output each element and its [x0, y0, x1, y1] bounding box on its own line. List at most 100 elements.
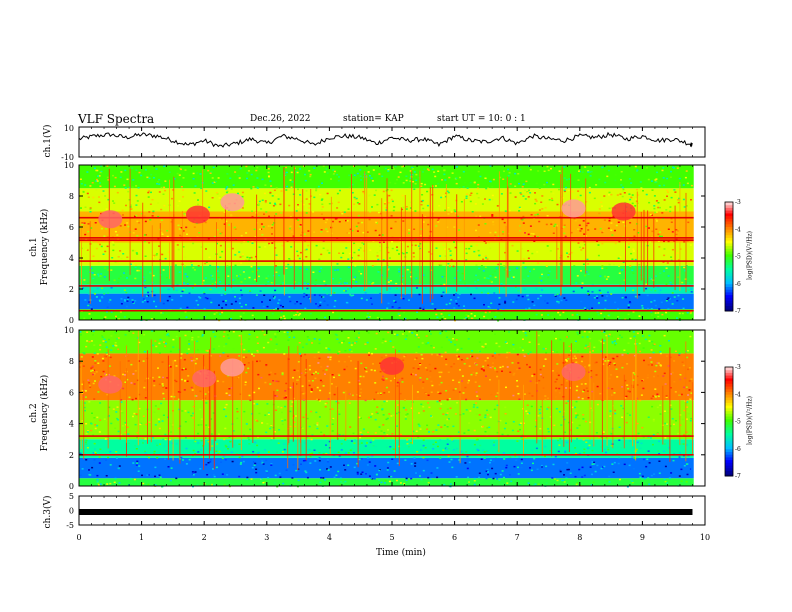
ch1-spec-texture — [657, 206, 660, 209]
ch1-spec-texture — [134, 266, 137, 269]
ch2-spec-texture — [158, 342, 161, 345]
ch1-spec-texture — [455, 303, 458, 305]
ch2-spec-texture — [632, 372, 635, 374]
ch1-spec-texture — [667, 275, 670, 277]
ch1-spec-texture — [352, 278, 355, 281]
ch2-spec-texture — [517, 466, 519, 469]
ch1-spec-texture — [582, 263, 585, 265]
ch2-spec-texture — [614, 344, 616, 346]
ch1-spec-emission-1 — [185, 205, 210, 224]
ch2-spec-texture — [343, 361, 346, 363]
ch1-spec-texture — [605, 267, 608, 269]
ch1-spec-texture — [663, 270, 665, 272]
ch1-spec-texture — [230, 303, 233, 305]
ch2-spec-texture — [497, 450, 500, 452]
ch2-spec-texture — [671, 371, 674, 374]
ch2-spec-texture — [93, 373, 96, 375]
ch2-spec-texture — [373, 398, 376, 401]
ch2-spec-texture — [333, 476, 336, 479]
x-tick-label: 9 — [640, 533, 645, 542]
ch2-spec-texture — [313, 356, 316, 358]
ch1-spec-texture — [440, 259, 442, 261]
ch2-spec-texture — [477, 441, 480, 443]
ch1-spec-texture — [111, 268, 114, 271]
ch1-spec-texture — [315, 244, 318, 247]
ch2-spec-texture — [89, 386, 92, 388]
ch1-spec-texture — [562, 311, 565, 314]
ch1-spec-tick-label: 2 — [69, 285, 74, 294]
ch1-spec-texture — [470, 192, 473, 194]
ch1-spec-texture — [183, 282, 186, 284]
ch2-colorbar-swatch — [725, 448, 733, 452]
ch2-spec-texture — [114, 477, 117, 480]
ch2-spec-texture — [221, 457, 224, 460]
ch1-spec-texture — [323, 288, 326, 291]
ch2-spec-texture — [498, 345, 501, 348]
ch2-spec-texture — [627, 342, 630, 344]
ch2-spec-spheric — [119, 361, 121, 440]
ch1-spec-texture — [618, 272, 621, 274]
ch1-spec-texture — [178, 290, 181, 293]
ch1-spec-texture — [465, 247, 468, 250]
ch2-spec-texture — [374, 348, 377, 350]
ch1-spec-texture — [307, 244, 310, 247]
ch1-spec-texture — [279, 203, 282, 206]
ch1-spec-texture — [431, 303, 434, 305]
ch2-spec-texture — [290, 455, 292, 457]
ch1-spec-texture — [322, 296, 325, 298]
ch1-spec-texture — [405, 179, 408, 182]
ch2-spec-texture — [93, 398, 96, 400]
ch2-spec-texture — [584, 347, 587, 349]
ch1-spec-texture — [97, 175, 99, 177]
ch1-spec-texture — [181, 290, 184, 293]
ch2-spec-texture — [253, 391, 256, 394]
ch2-spec-texture — [486, 427, 489, 429]
ch2-spec-texture — [98, 431, 101, 433]
ch2-spec-emission-4 — [561, 363, 586, 382]
ch1-spec-texture — [318, 294, 321, 297]
ch1-spec-emission-4 — [611, 202, 636, 221]
ch2-spec-texture — [200, 418, 203, 420]
ch1-spec-texture — [356, 230, 359, 232]
ch2-spec-texture — [416, 391, 419, 393]
ch1-spec-texture — [347, 271, 350, 274]
ch2-spec-texture — [190, 386, 193, 389]
ch2-spec-texture — [528, 341, 531, 343]
ch2-spec-texture — [489, 379, 491, 381]
ch2-spec-texture — [487, 471, 490, 473]
ch2-spec-texture — [285, 393, 288, 395]
ch1-spec-texture — [139, 267, 142, 270]
ch2-spec-texture — [105, 475, 108, 477]
ch2-spec-texture — [446, 443, 449, 445]
ch2-spec-texture — [683, 386, 685, 389]
ch2-spec-texture — [344, 438, 346, 441]
ch2-spec-texture — [517, 473, 520, 475]
ch2-spec-texture — [654, 394, 657, 397]
ch1-spec-texture — [584, 274, 586, 277]
ch2-spec-texture — [544, 437, 546, 439]
ch1-spec-texture — [458, 229, 461, 231]
ch2-spec-texture — [418, 412, 420, 414]
ch2-spec-texture — [690, 397, 693, 399]
ch2-spec-texture — [397, 404, 399, 406]
ch2-spec-texture — [327, 347, 330, 350]
ch2-spec-texture — [611, 342, 614, 344]
ch1-spec-texture — [381, 264, 384, 267]
ch1-spec-texture — [223, 223, 226, 225]
ch1-colorbar-swatch — [725, 281, 733, 285]
ch1-spec-texture — [593, 197, 596, 200]
ch1-spec-band-2 — [79, 284, 705, 294]
ch1-spec-texture — [388, 257, 391, 259]
ch1-spec-texture — [498, 303, 501, 306]
ch1-spec-texture — [473, 250, 476, 253]
ch1-spec-texture — [401, 252, 403, 254]
ch1-spec-texture — [192, 172, 195, 175]
ch2-spec-texture — [213, 484, 216, 486]
ch1-spec-texture — [550, 167, 552, 170]
ch2-spec-texture — [325, 453, 328, 455]
ch1-spec-texture — [240, 281, 243, 283]
ch1-spec-texture — [448, 176, 451, 179]
ch1-spec-texture — [418, 293, 421, 296]
ch2-spec-texture — [93, 369, 96, 371]
